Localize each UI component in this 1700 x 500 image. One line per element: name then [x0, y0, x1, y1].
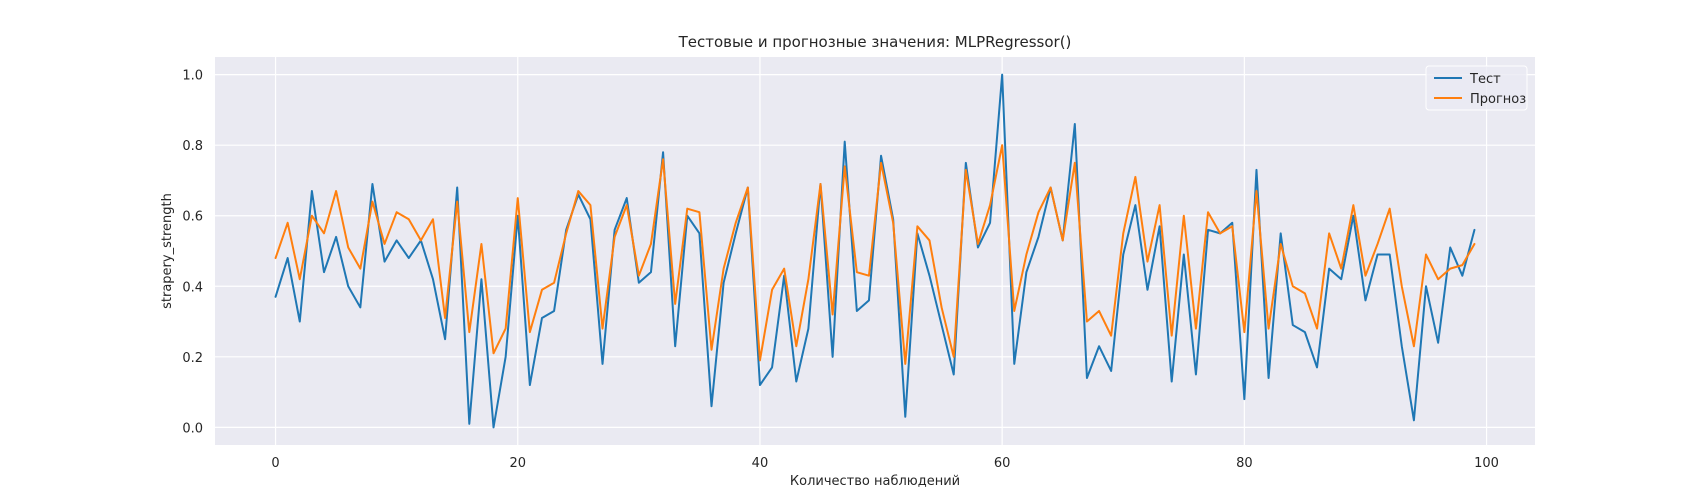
y-tick-label: 0.6 [182, 210, 203, 225]
legend-label: Прогноз [1470, 92, 1526, 107]
x-axis-ticks: 0 20 40 60 80 100 [271, 456, 1499, 471]
x-axis-label: Количество наблюдений [790, 474, 960, 489]
x-tick-label: 20 [509, 456, 526, 471]
plot-area [215, 57, 1535, 445]
legend: Тест Прогноз [1425, 65, 1528, 111]
x-tick-label: 40 [752, 456, 769, 471]
grid [215, 57, 1535, 445]
series-line-forecast [274, 144, 1476, 365]
y-axis-ticks: 0.0 0.2 0.4 0.6 0.8 1.0 [182, 69, 203, 437]
y-tick-label: 0.4 [182, 280, 203, 295]
y-tick-label: 0.0 [182, 421, 203, 436]
x-tick-label: 0 [271, 456, 279, 471]
x-tick-label: 60 [994, 456, 1011, 471]
chart-title: Тестовые и прогнозные значения: MLPRegre… [678, 33, 1072, 51]
x-tick-label: 80 [1236, 456, 1253, 471]
y-axis-label: strapery_strength [160, 193, 175, 309]
legend-label: Тест [1469, 72, 1501, 87]
y-tick-label: 1.0 [182, 69, 203, 84]
y-tick-label: 0.2 [182, 351, 203, 366]
y-tick-label: 0.8 [182, 139, 203, 154]
series-group [274, 73, 1476, 429]
x-tick-label: 100 [1474, 456, 1499, 471]
